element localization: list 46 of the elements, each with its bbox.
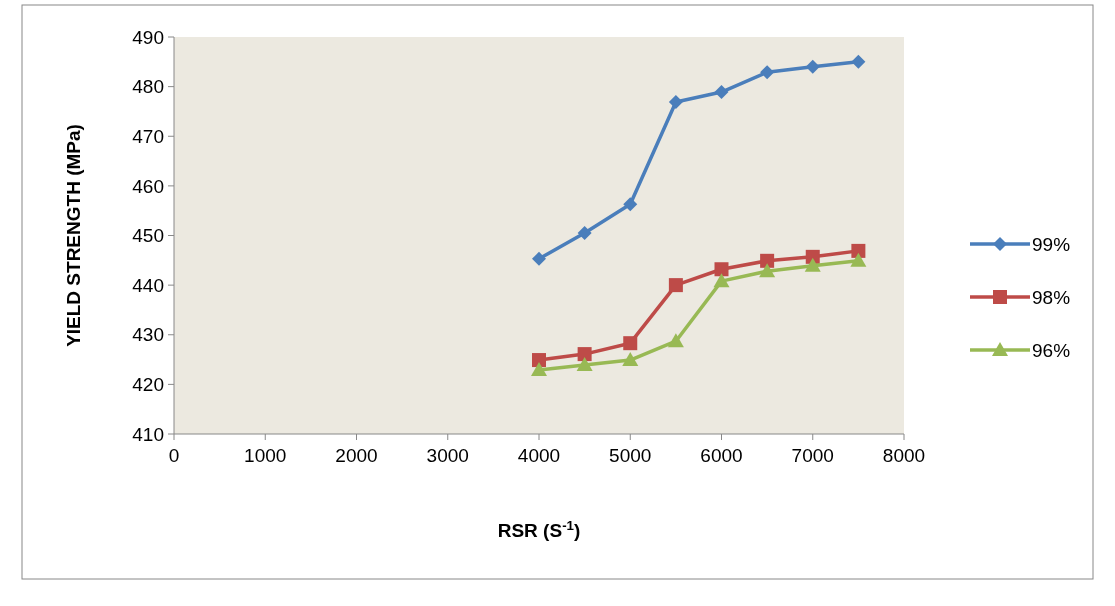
- point: [577, 226, 592, 241]
- x-tick-label: 3000: [426, 445, 469, 466]
- point: [623, 336, 638, 351]
- point: [714, 85, 729, 100]
- legend-label: 99%: [1032, 233, 1071, 255]
- x-tick-label: 7000: [791, 445, 834, 466]
- point: [714, 262, 729, 277]
- point: [622, 352, 639, 367]
- point: [531, 361, 547, 376]
- point: [760, 253, 775, 268]
- point: [668, 95, 683, 110]
- point: [804, 257, 821, 272]
- y-tick-label: 430: [132, 324, 164, 346]
- x-tick-label: 2000: [335, 445, 378, 466]
- y-axis-title: YIELD STRENGTH (MPa): [63, 124, 84, 347]
- y-tick-label: 410: [132, 423, 164, 445]
- point: [532, 353, 546, 368]
- point: [713, 273, 730, 288]
- y-tick-label: 450: [132, 225, 164, 247]
- point: [760, 65, 775, 80]
- point: [667, 333, 684, 348]
- point: [851, 54, 866, 69]
- legend-label: 98%: [1032, 286, 1071, 308]
- y-tick-label: 460: [132, 175, 164, 197]
- x-tick-label: 5000: [609, 445, 652, 466]
- point: [532, 251, 546, 266]
- x-tick-label: 8000: [882, 445, 926, 466]
- point: [668, 278, 683, 293]
- point: [576, 357, 593, 372]
- point: [759, 263, 776, 278]
- y-tick-label: 420: [132, 374, 164, 396]
- point: [805, 59, 820, 74]
- y-tick-label: 470: [132, 125, 164, 147]
- x-tick-label: 4000: [517, 445, 561, 466]
- x-tick-label: 0: [168, 445, 180, 466]
- point: [623, 197, 638, 212]
- y-tick-label: 480: [132, 76, 164, 98]
- x-tick-label: 1000: [244, 445, 287, 466]
- point: [851, 243, 866, 258]
- x-axis-title: RSR (S$^{-1}$): [497, 517, 581, 541]
- legend-label: 96%: [1032, 339, 1071, 361]
- y-tick-label: 490: [132, 26, 164, 48]
- x-tick-label: 6000: [700, 445, 743, 466]
- point: [577, 347, 592, 362]
- y-tick-label: 440: [132, 274, 164, 296]
- point: [850, 252, 867, 267]
